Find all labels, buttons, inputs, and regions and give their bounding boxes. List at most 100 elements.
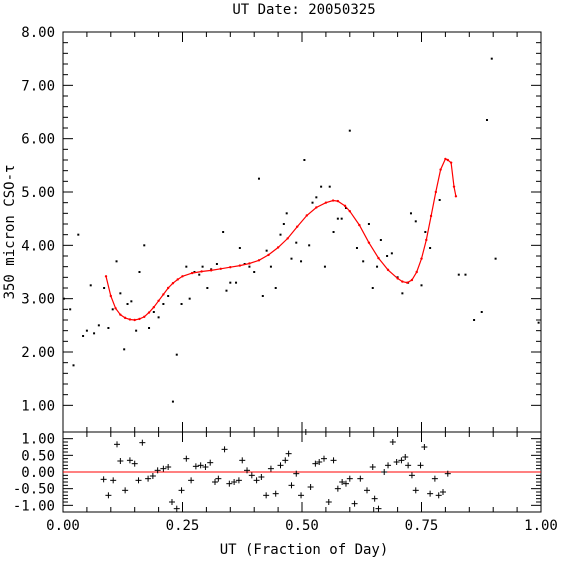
data-point xyxy=(386,255,389,257)
fit-dot xyxy=(439,168,442,171)
fit-dot xyxy=(138,317,141,321)
fit-dot xyxy=(257,259,261,262)
data-point xyxy=(485,119,488,121)
residual-point xyxy=(405,462,412,469)
data-point xyxy=(490,57,493,60)
data-point xyxy=(171,400,174,403)
data-point xyxy=(130,300,133,303)
residual-point xyxy=(302,429,309,435)
data-point xyxy=(162,303,165,305)
data-point xyxy=(303,159,306,161)
data-point xyxy=(138,271,141,273)
data-point xyxy=(111,308,114,311)
residual-point xyxy=(389,439,396,445)
y-tick-label: 4.00 xyxy=(21,238,55,254)
residual-point xyxy=(126,457,133,464)
data-point xyxy=(274,287,277,289)
data-point xyxy=(229,281,232,284)
bottom-axis-ticks xyxy=(62,432,542,512)
fit-curve xyxy=(105,158,457,321)
residual-point xyxy=(267,465,274,472)
data-point xyxy=(148,327,151,329)
fit-dot xyxy=(109,294,113,298)
data-point xyxy=(152,311,155,313)
y-tick-label: 3.00 xyxy=(21,292,55,308)
fit-dot xyxy=(396,277,399,280)
residual-point xyxy=(244,467,251,474)
residual-point xyxy=(239,457,246,464)
data-point xyxy=(180,303,183,305)
data-point xyxy=(371,287,374,289)
residual-point xyxy=(114,441,121,448)
data-point xyxy=(300,260,303,263)
data-point xyxy=(69,308,72,311)
data-point xyxy=(379,239,382,241)
fit-dot xyxy=(410,278,414,282)
residual-point xyxy=(105,492,112,499)
tau-data-points xyxy=(62,57,540,403)
residual-point xyxy=(282,457,289,464)
residual-point xyxy=(117,458,124,464)
bottom-y-tick-labels: 1.000.500.00-0.50-1.00 xyxy=(13,432,55,515)
residual-point xyxy=(369,464,376,470)
data-point xyxy=(401,292,404,295)
data-point xyxy=(355,247,358,249)
fit-dot xyxy=(305,214,308,217)
res-y-tick-label: 0.00 xyxy=(21,465,55,481)
data-point xyxy=(332,231,335,233)
fit-dot xyxy=(343,204,347,208)
residual-point xyxy=(298,492,305,499)
data-point xyxy=(269,265,272,268)
fit-dot xyxy=(429,214,433,218)
residual-point xyxy=(364,487,371,494)
residual-point xyxy=(371,495,378,502)
data-point xyxy=(157,316,160,319)
residual-point xyxy=(188,477,195,484)
residual-point xyxy=(339,479,346,485)
residual-point xyxy=(221,446,228,453)
data-point xyxy=(328,185,331,188)
fit-dot xyxy=(296,225,299,228)
data-point xyxy=(175,353,178,356)
data-point xyxy=(201,265,204,268)
x-tick-label: 0.00 xyxy=(46,518,80,534)
data-point xyxy=(185,265,188,268)
residual-point xyxy=(444,470,451,477)
x-tick-labels: 0.00 0.25 0.50 0.75 1.00 xyxy=(46,518,558,534)
residual-point xyxy=(431,475,438,482)
fit-dot xyxy=(449,161,453,164)
fit-dot xyxy=(405,281,409,284)
data-point xyxy=(119,292,122,295)
fit-dot xyxy=(209,269,213,272)
fit-dot xyxy=(324,201,328,204)
res-y-tick-label: 0.50 xyxy=(21,448,55,464)
residual-point xyxy=(277,462,284,469)
y-tick-label: 2.00 xyxy=(21,345,55,361)
residual-point xyxy=(320,455,327,462)
residual-point xyxy=(231,479,238,485)
residual-point xyxy=(207,459,214,466)
data-point xyxy=(85,329,88,332)
data-point xyxy=(315,196,318,199)
res-y-tick-label: 1.00 xyxy=(21,432,55,448)
fit-dot xyxy=(452,185,456,188)
data-point xyxy=(429,247,432,249)
x-axis-label: UT (Fraction of Day) xyxy=(220,542,389,558)
residual-point xyxy=(357,475,364,482)
residual-point xyxy=(307,484,314,490)
residual-point xyxy=(160,465,167,472)
residual-point xyxy=(168,499,175,505)
residual-point xyxy=(226,480,233,487)
data-point xyxy=(362,260,365,263)
residual-point xyxy=(330,457,337,464)
data-point xyxy=(126,303,129,305)
data-point xyxy=(193,271,196,273)
residual-point xyxy=(351,500,358,507)
y-tick-label: 7.00 xyxy=(21,78,55,94)
data-point xyxy=(72,364,75,367)
data-point xyxy=(62,297,65,300)
residual-point xyxy=(253,477,260,484)
data-point xyxy=(457,273,460,276)
residual-point xyxy=(293,470,300,477)
residual-point xyxy=(435,492,442,499)
